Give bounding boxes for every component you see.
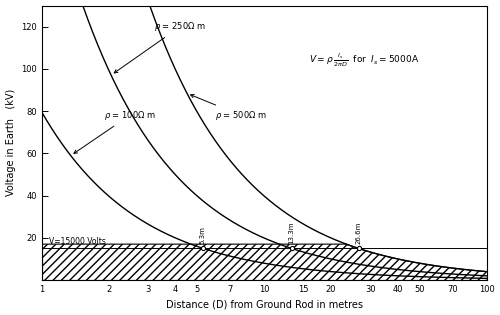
X-axis label: Distance (D) from Ground Rod in metres: Distance (D) from Ground Rod in metres <box>166 300 362 309</box>
Y-axis label: Voltage in Earth   (kV): Voltage in Earth (kV) <box>6 89 16 197</box>
Text: 13.3m: 13.3m <box>288 222 294 244</box>
Text: 5.3m: 5.3m <box>200 226 206 244</box>
Text: $\rho$ = 100$\Omega$ m: $\rho$ = 100$\Omega$ m <box>74 109 156 153</box>
Text: $\rho$ = 500$\Omega$ m: $\rho$ = 500$\Omega$ m <box>190 94 267 122</box>
Text: V=15000 Volts: V=15000 Volts <box>49 237 106 246</box>
Text: $V = \rho\,\frac{I_s}{2\pi D}$  for  $I_s = 5000\mathrm{A}$: $V = \rho\,\frac{I_s}{2\pi D}$ for $I_s … <box>308 52 419 69</box>
Text: $\rho$ = 250$\Omega$ m: $\rho$ = 250$\Omega$ m <box>114 20 206 73</box>
Text: 26.6m: 26.6m <box>356 222 362 244</box>
